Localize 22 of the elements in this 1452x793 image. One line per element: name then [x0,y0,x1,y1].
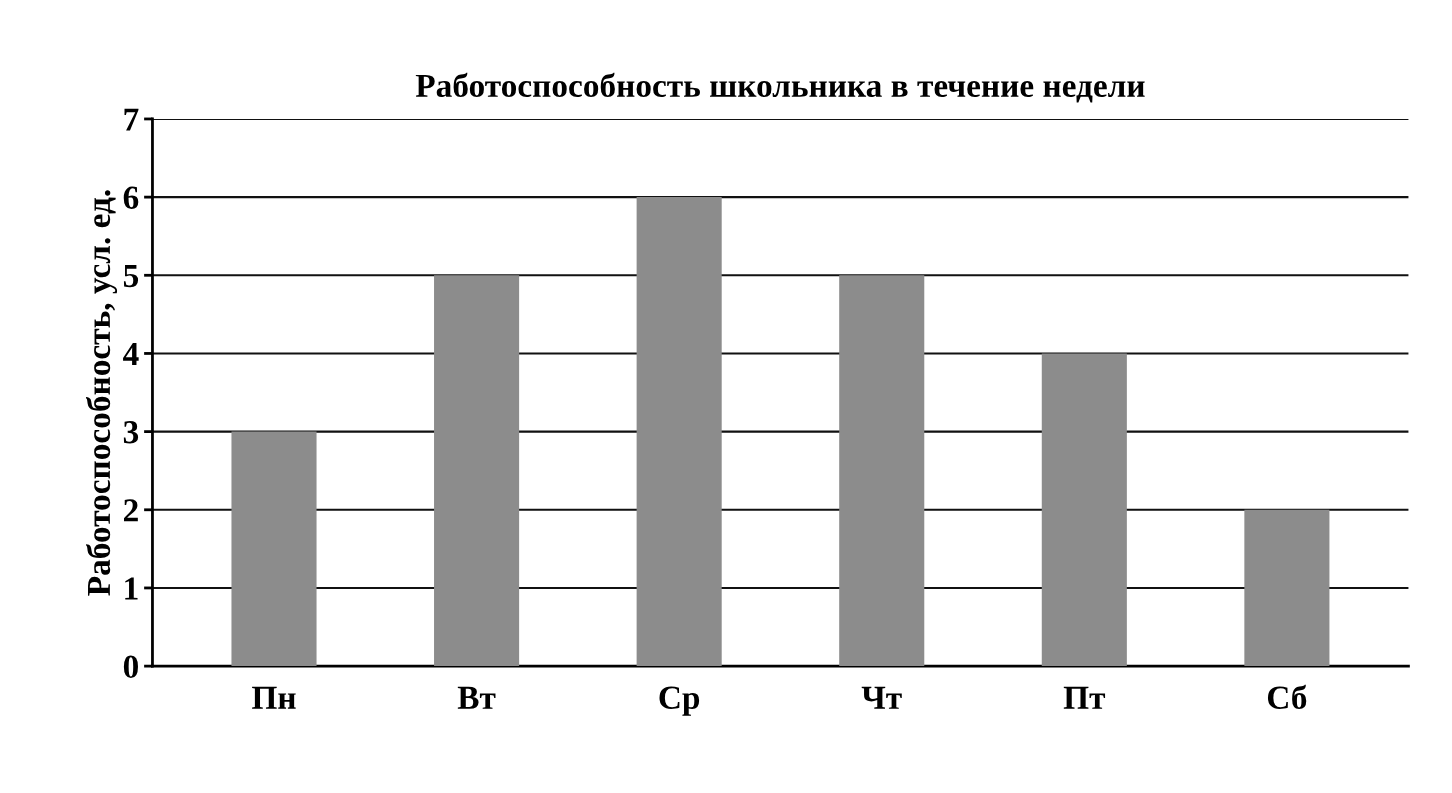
bar [1041,353,1127,667]
bar [839,275,925,667]
y-tick-label: 2 [124,499,138,522]
y-tick-label: 5 [123,265,139,288]
bar [231,431,317,667]
x-tick-label: Вт [457,686,496,709]
y-tick-label: 4 [123,343,139,366]
y-tick-label: 3 [123,421,139,444]
x-tick-label: Сб [1267,684,1307,710]
chart-title: Работоспособность школьника в течение недели [415,72,1145,103]
y-tick-label: 7 [124,108,139,131]
x-tick-label: Чт [861,686,902,709]
bar [1244,509,1330,667]
y-tick-label: 6 [123,186,139,210]
y-axis-title: Работоспособность, усл. ед. [85,190,118,596]
x-tick-label: Пн [252,686,296,709]
x-tick-label: Ср [659,686,700,716]
bar [434,275,520,667]
bar [636,197,722,667]
x-tick-label: Пт [1063,686,1106,709]
y-tick-label: 0 [123,655,138,679]
y-tick-label: 1 [125,577,138,600]
